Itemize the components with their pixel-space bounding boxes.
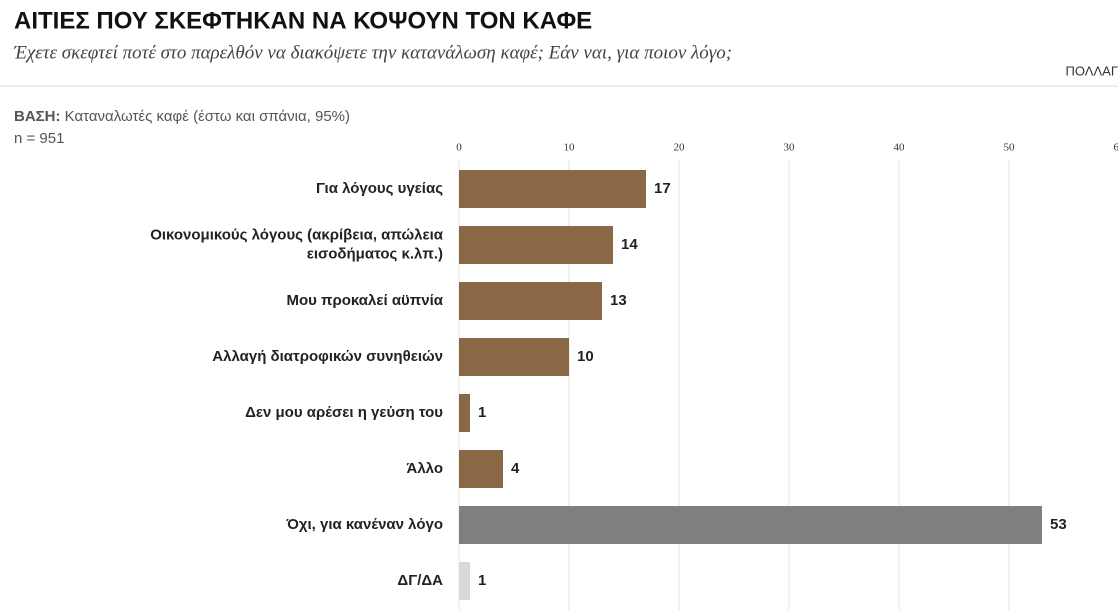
value-label: 17 <box>654 180 671 197</box>
corner-label: ΠΟΛΛΑΓ <box>1066 63 1118 78</box>
bar <box>459 562 470 600</box>
category-label: Για λόγους υγείας <box>316 180 443 197</box>
x-tick-label: 10 <box>564 142 576 154</box>
bar <box>459 506 1042 544</box>
sample-size: n = 951 <box>14 130 64 147</box>
x-tick-label: 20 <box>674 142 686 154</box>
base: ΒΑΣΗ: Καταναλωτές καφέ (έστω και σπάνια,… <box>14 108 350 125</box>
title: ΑΙΤΙΕΣ ΠΟΥ ΣΚΕΦΤΗΚΑΝ ΝΑ ΚΟΨΟΥΝ ΤΟΝ ΚΑΦΕ <box>14 7 592 34</box>
category-label: Αλλαγή διατροφικών συνηθειών <box>212 348 443 365</box>
value-label: 53 <box>1050 516 1067 533</box>
bar <box>459 338 569 376</box>
x-tick-label: 40 <box>894 142 906 154</box>
x-tick-label: 50 <box>1004 142 1016 154</box>
category-label: Οικονομικούς λόγους (ακρίβεια, απώλεια ει… <box>150 226 444 262</box>
category-label: Μου προκαλεί αϋπνία <box>286 292 443 309</box>
bar <box>459 394 470 432</box>
bar <box>459 226 613 264</box>
subtitle: Έχετε σκεφτεί ποτέ στο παρελθόν να διακό… <box>13 42 732 63</box>
base-label: ΒΑΣΗ: <box>14 108 61 125</box>
x-tick-label: 0 <box>456 142 462 154</box>
bar <box>459 170 646 208</box>
category-label: Άλλο <box>407 460 444 477</box>
value-label: 4 <box>511 460 520 477</box>
bar <box>459 282 602 320</box>
value-label: 13 <box>610 292 627 309</box>
x-tick-label: 30 <box>784 142 796 154</box>
bar <box>459 450 503 488</box>
category-label: ΔΓ/ΔΑ <box>397 572 443 589</box>
value-label: 10 <box>577 348 594 365</box>
category-label: Δεν μου αρέσει η γεύση του <box>245 404 443 421</box>
value-label: 14 <box>621 236 638 253</box>
category-label: Όχι, για κανέναν λόγο <box>285 516 443 533</box>
value-label: 1 <box>478 572 486 589</box>
base-text: Καταναλωτές καφέ (έστω και σπάνια, 95%) <box>65 108 350 125</box>
value-label: 1 <box>478 404 486 421</box>
x-tick-label: 60 <box>1114 142 1118 154</box>
